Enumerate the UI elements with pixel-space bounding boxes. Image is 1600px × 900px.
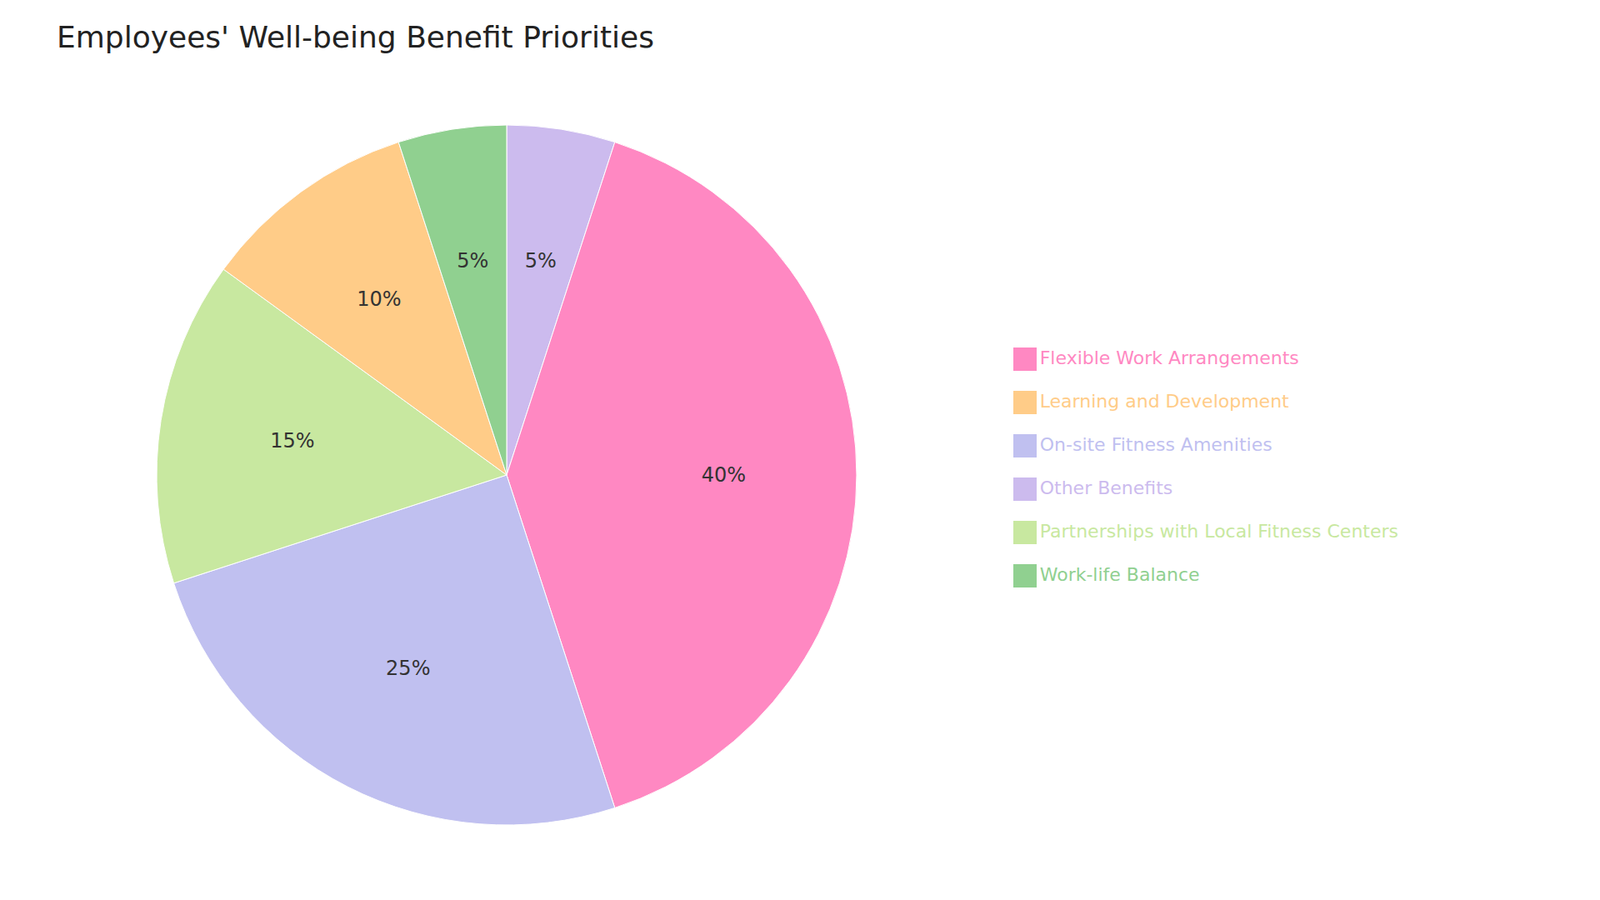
html-text:Partnerships with Local Fitnes: Partnerships with Local Fitness Centers bbox=[1039, 520, 1399, 542]
html-text:Employees' Well-being Benefit: Employees' Well-being Benefit Priorities bbox=[56, 20, 655, 55]
svg-text:15%: 15% bbox=[270, 429, 315, 453]
html-text:Flexible Work Arrangements: Flexible Work Arrangements bbox=[1039, 347, 1299, 369]
html-text:Work-life Balance: Work-life Balance bbox=[1039, 564, 1200, 585]
html-text:Other Benefits: Other Benefits bbox=[1039, 477, 1173, 499]
html-text:Learning and Development: Learning and Development bbox=[1039, 390, 1289, 412]
svg-text:5%: 5% bbox=[456, 249, 489, 273]
html-text:On-site Fitness Amenities: On-site Fitness Amenities bbox=[1039, 434, 1273, 455]
svg-text:25%: 25% bbox=[385, 656, 430, 680]
svg-text:10%: 10% bbox=[356, 287, 401, 311]
svg-text:5%: 5% bbox=[525, 249, 557, 273]
svg-text:40%: 40% bbox=[701, 463, 746, 487]
